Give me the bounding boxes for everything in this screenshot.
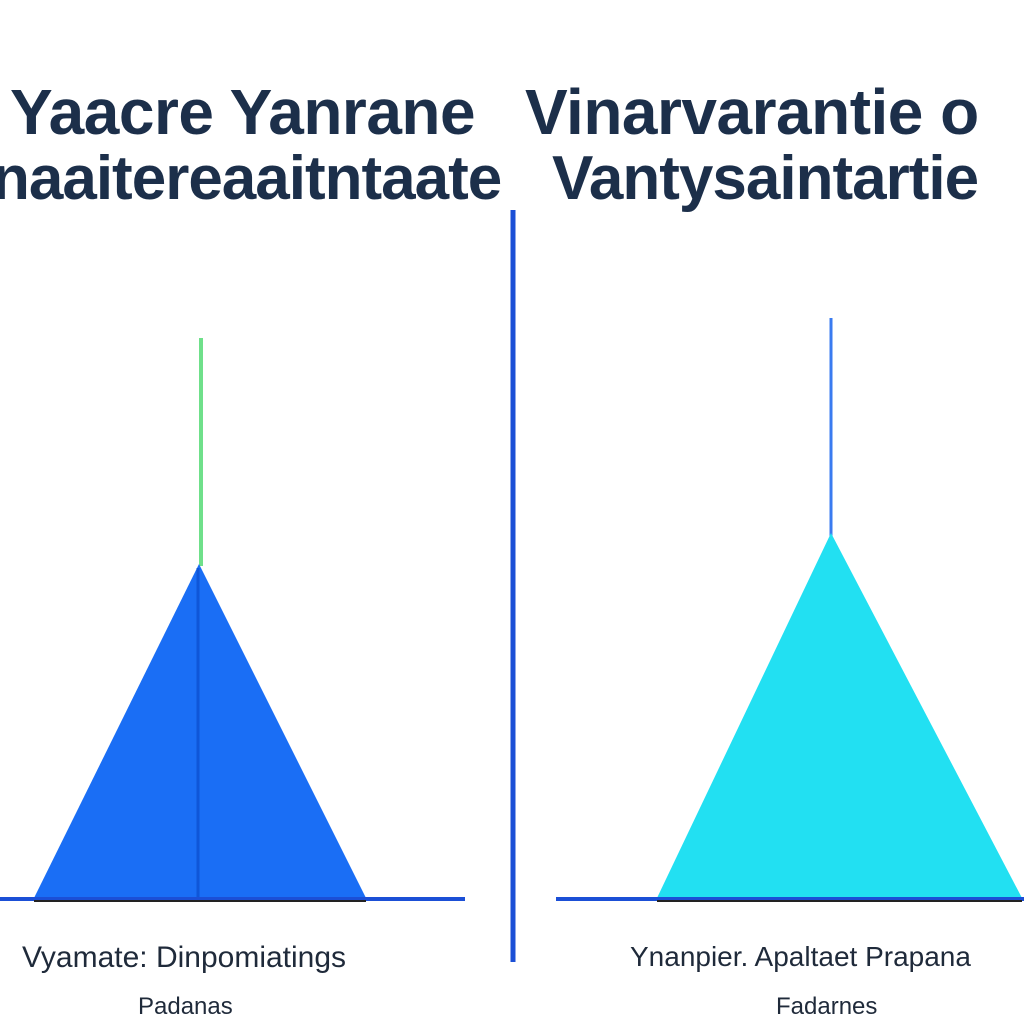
right-triangle: [657, 533, 1022, 898]
title-line1-left: Yaacre Yanrane: [10, 76, 476, 148]
left-subcaption: Padanas: [138, 993, 233, 1020]
title-line2-left: naaitereaaitntaate: [0, 144, 502, 213]
right-caption: Ynanpier. Apaltaet Prapana: [630, 941, 971, 972]
left-caption: Vyamate: Dinpomiatings: [22, 941, 347, 974]
left-triangle: [34, 564, 366, 898]
right-subcaption: Fadarnes: [776, 993, 878, 1020]
title-line1-right: Vinarvarantie o: [525, 76, 979, 148]
title-line2-right: Vantysaintartie: [552, 144, 979, 213]
